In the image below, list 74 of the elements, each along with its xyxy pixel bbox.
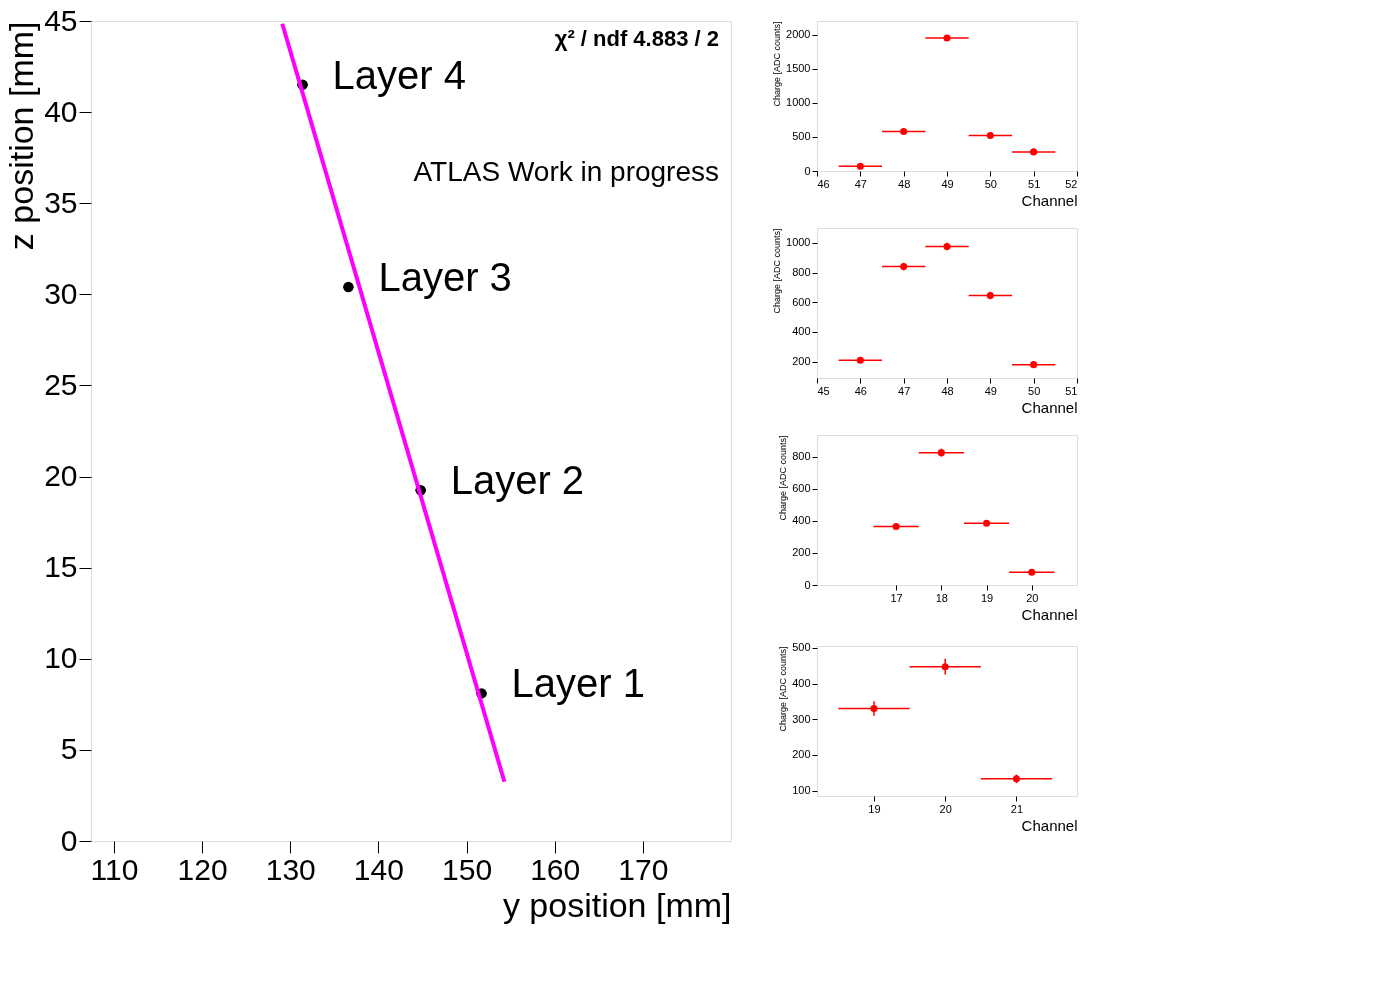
x-tick-label: 130 [265,852,316,886]
annotation: Layer 1 [511,661,645,706]
x-tick-label: 45 [817,384,830,397]
x-axis-title: Channel [1021,398,1078,416]
y-axis-title: Charge [ADC counts] [772,228,783,314]
y-tick-label: 20 [44,459,78,493]
y-tick-label: 800 [792,450,811,463]
y-tick-label: 200 [792,546,811,559]
x-tick-label: 51 [1028,177,1041,190]
x-tick-label: 19 [868,802,881,815]
x-tick-label: 48 [941,384,954,397]
x-tick-label: 21 [1010,802,1024,815]
y-tick-label: 200 [792,355,811,368]
x-tick-label: 48 [898,177,911,190]
x-axis-title: Channel [1021,605,1078,623]
x-tick-label: 50 [1028,384,1041,397]
x-axis-title: Channel [1021,191,1078,209]
y-tick-label: 15 [44,550,78,584]
y-tick-label: 600 [792,482,811,495]
x-tick-label: 20 [939,802,952,815]
y-tick-label: 100 [792,784,811,797]
annotation: Layer 4 [332,52,466,97]
x-tick-label: 49 [984,384,997,397]
y-axis-title: Charge [ADC counts] [778,435,789,521]
y-tick-label: 45 [44,3,78,37]
x-tick-label: 46 [854,384,867,397]
y-tick-label: 400 [792,514,811,527]
x-tick-label: 150 [442,852,493,886]
x-tick-label: 120 [177,852,228,886]
x-tick-label: 140 [353,852,404,886]
y-tick-label: 1000 [786,96,811,109]
y-tick-label: 30 [44,276,78,310]
x-axis-title: Channel [1021,816,1078,834]
y-tick-label: 300 [792,712,811,725]
y-tick-label: 5 [60,732,78,766]
x-tick-label: 160 [530,852,581,886]
annotation: χ² / ndf 4.883 / 2 [554,26,719,51]
x-tick-label: 47 [898,384,911,397]
x-axis-title: y position [mm] [502,885,732,924]
y-tick-label: 500 [792,641,811,654]
annotation: Layer 3 [378,255,512,300]
x-tick-label: 51 [1065,384,1078,397]
annotation: Layer 2 [450,458,585,503]
x-tick-label: 49 [941,177,954,190]
y-tick-label: 40 [44,94,78,128]
y-tick-label: 25 [44,367,78,401]
y-axis-title: Charge [ADC counts] [778,646,789,732]
y-tick-label: 0 [60,823,78,857]
annotation: ATLAS Work in progress [413,156,719,187]
y-tick-label: 400 [792,677,811,689]
y-tick-label: 1000 [786,236,811,249]
y-axis-title: z position [mm] [2,21,41,251]
x-tick-label: 170 [618,852,669,886]
y-tick-label: 200 [792,748,811,761]
x-tick-label: 18 [935,591,948,604]
x-tick-label: 46 [817,177,830,190]
x-tick-label: 19 [980,591,994,604]
y-tick-label: 2000 [786,28,811,41]
y-tick-label: 10 [44,641,78,675]
x-tick-label: 20 [1026,591,1039,604]
y-tick-label: 35 [44,185,78,219]
y-tick-label: 0 [804,164,811,177]
y-tick-label: 600 [792,295,811,308]
y-tick-label: 800 [792,266,811,279]
x-tick-label: 47 [854,177,867,190]
y-tick-label: 500 [792,130,811,143]
y-tick-label: 400 [792,325,811,338]
y-axis-title: Charge [ADC counts] [772,21,783,107]
y-tick-label: 0 [804,578,811,591]
x-tick-label: 52 [1065,177,1078,190]
x-tick-label: 50 [984,177,997,190]
x-tick-label: 17 [890,591,903,604]
x-tick-label: 110 [90,852,139,886]
y-tick-label: 1500 [786,62,811,75]
